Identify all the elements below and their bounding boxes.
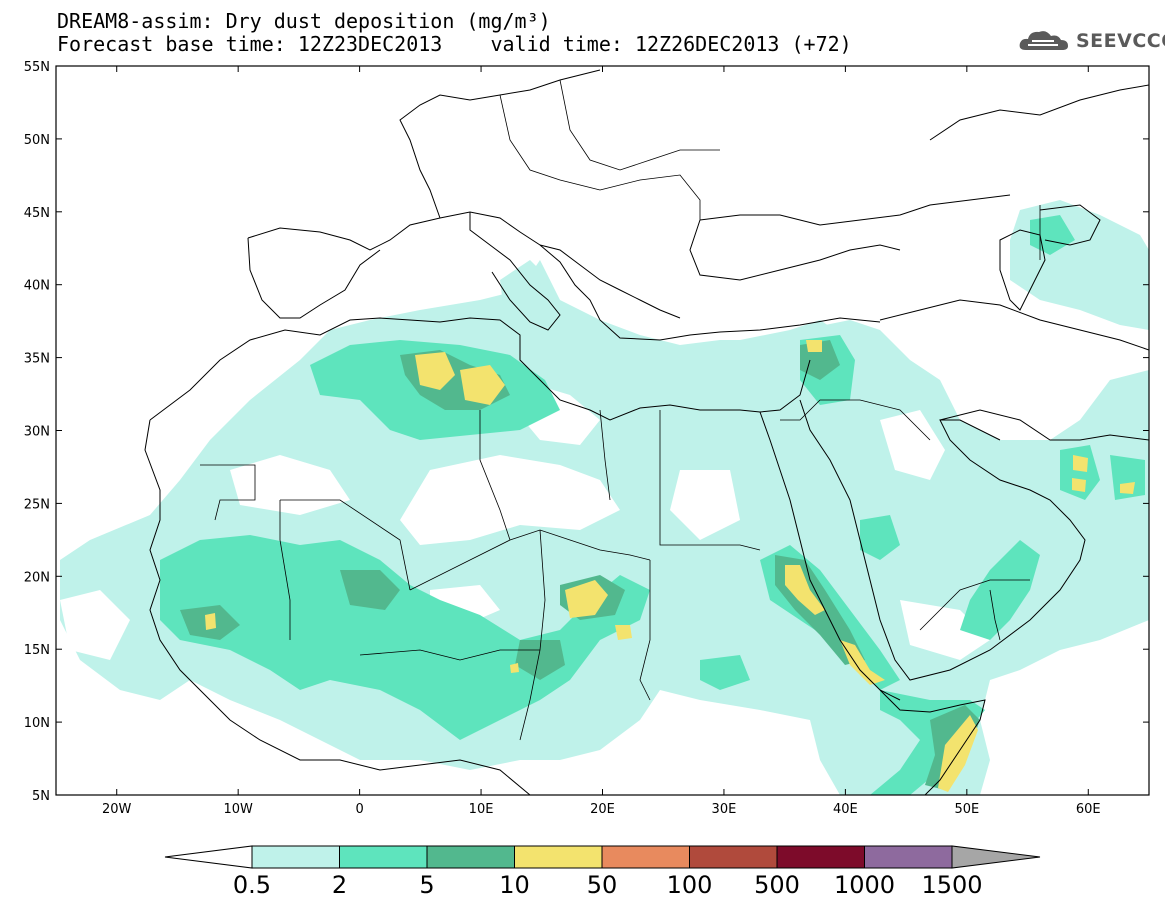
- latitude-label: 45N: [24, 206, 50, 221]
- cloud-icon: [1019, 31, 1068, 50]
- colorbar-segment: [689, 845, 778, 869]
- longitude-label: 20E: [590, 802, 615, 817]
- coastlines: [144, 69, 1149, 795]
- colorbar-label: 500: [754, 871, 800, 899]
- colorbar-segment: [776, 845, 865, 869]
- longitude-label: 30E: [712, 802, 737, 817]
- colorbar-segment: [601, 845, 690, 869]
- dust-field: [60, 200, 1149, 795]
- longitude-label: 60E: [1076, 802, 1101, 817]
- colorbar-label: 0.5: [233, 871, 271, 899]
- forecast-times: Forecast base time: 12Z23DEC2013 valid t…: [57, 32, 852, 56]
- colorbar-segment: [251, 845, 340, 869]
- latitude-label: 55N: [24, 60, 50, 75]
- colorbar-label: 100: [667, 871, 713, 899]
- latitude-label: 25N: [24, 497, 50, 512]
- logo-text: SEEVCCC: [1076, 30, 1165, 52]
- longitude-label: 10W: [223, 802, 253, 817]
- latitude-label: 50N: [24, 133, 50, 148]
- colorbar-segment: [426, 845, 515, 869]
- dust-band-2: [160, 215, 1145, 795]
- longitude-label: 20W: [102, 802, 132, 817]
- colorbar-under-triangle: [164, 845, 253, 869]
- longitude-label: 40E: [833, 802, 858, 817]
- colorbar-segment: [864, 845, 953, 869]
- colorbar-label: 10: [499, 871, 530, 899]
- axis-ticks: [56, 65, 1149, 796]
- longitude-labels: 20W 10W 0 10E 20E 30E 40E 50E 60E: [102, 802, 1101, 817]
- latitude-label: 15N: [24, 643, 50, 658]
- longitude-label: 0: [355, 802, 363, 817]
- longitude-label: 50E: [954, 802, 979, 817]
- colorbar-label: 1500: [921, 871, 982, 899]
- latitude-label: 30N: [24, 425, 50, 440]
- longitude-label: 10E: [469, 802, 494, 817]
- latitude-label: 40N: [24, 279, 50, 294]
- colorbar-label: 1000: [834, 871, 895, 899]
- colorbar-segment: [339, 845, 428, 869]
- colorbar-label: 50: [587, 871, 618, 899]
- latitude-label: 20N: [24, 570, 50, 585]
- latitude-label: 10N: [24, 716, 50, 731]
- latitude-labels: 55N 50N 45N 40N 35N 30N 25N 20N 15N 10N 5N: [24, 60, 50, 804]
- colorbar-label: 5: [419, 871, 434, 899]
- colorbar-segment: [514, 845, 603, 869]
- map-title: DREAM8-assim: Dry dust deposition (mg/m³…: [57, 9, 551, 33]
- borders: [200, 79, 1041, 741]
- colorbar: 0.5 2 5 10 50 100 500 1000 1500: [164, 845, 1041, 899]
- latitude-label: 5N: [32, 789, 50, 804]
- seevccc-logo: SEEVCCC: [1018, 28, 1165, 54]
- latitude-label: 35N: [24, 352, 50, 367]
- colorbar-over-triangle: [951, 845, 1041, 869]
- colorbar-label: 2: [332, 871, 347, 899]
